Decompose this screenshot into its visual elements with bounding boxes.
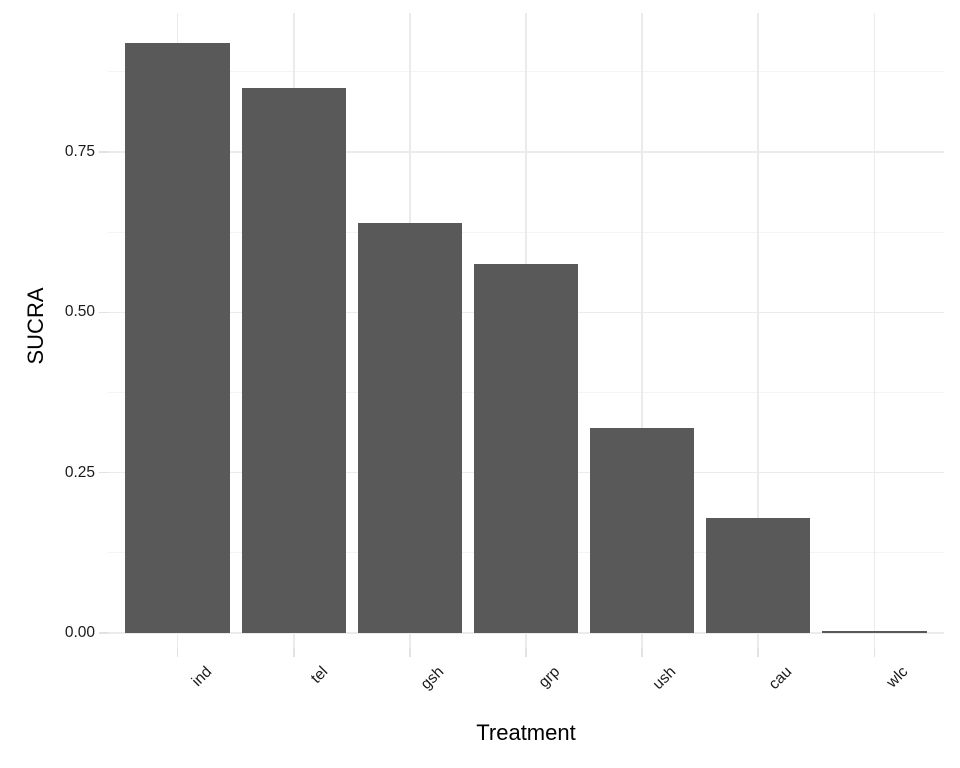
y-tick-label: 0.75	[64, 143, 95, 161]
x-axis-tick	[757, 648, 759, 657]
y-axis-tick	[99, 151, 108, 153]
x-tick-label: cau	[765, 663, 796, 693]
bar-grp	[473, 264, 579, 633]
y-axis-tick	[99, 632, 108, 634]
bar-cau	[705, 517, 811, 633]
bar-wlc	[822, 631, 927, 633]
x-tick-label: ush	[649, 663, 680, 693]
x-tick-label: ind	[188, 663, 215, 690]
grid-major-v	[873, 13, 876, 648]
y-tick-label: 0.25	[64, 463, 95, 481]
y-axis-title: SUCRA	[23, 287, 48, 365]
x-axis-tick	[293, 648, 295, 657]
bar-ush	[589, 427, 695, 633]
y-tick-label: 0.00	[64, 624, 95, 641]
bar-gsh	[357, 222, 463, 633]
grid-major-v	[757, 13, 759, 648]
x-tick-label: wlc	[883, 663, 912, 692]
bar-tel	[241, 87, 347, 633]
x-axis-tick	[176, 648, 179, 657]
x-tick-label: grp	[535, 663, 564, 692]
grid-major-v	[641, 13, 643, 648]
x-axis-tick	[409, 648, 411, 657]
bar-ind	[125, 43, 230, 633]
x-tick-label: gsh	[417, 663, 448, 693]
x-axis-tick	[525, 648, 527, 657]
x-axis-title: Treatment	[476, 720, 576, 745]
x-axis-tick	[873, 648, 876, 657]
x-tick-label: tel	[307, 663, 332, 687]
x-axis-tick	[641, 648, 643, 657]
y-axis-tick	[99, 311, 108, 314]
y-tick-label: 0.50	[64, 303, 95, 321]
y-axis-tick	[99, 471, 108, 474]
